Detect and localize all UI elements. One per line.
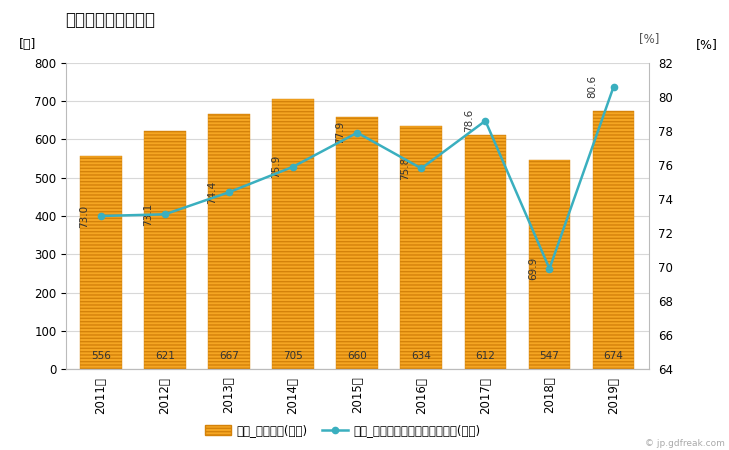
Text: 74.4: 74.4 (207, 180, 217, 204)
Text: 634: 634 (411, 351, 432, 360)
Bar (208, 114, 250, 369)
Text: 674: 674 (604, 351, 623, 360)
Text: 612: 612 (475, 351, 495, 360)
Bar (336, 117, 378, 369)
Text: [%]: [%] (639, 32, 659, 45)
Text: 556: 556 (91, 351, 111, 360)
Text: 705: 705 (284, 351, 303, 360)
Bar (144, 131, 186, 369)
Text: 75.9: 75.9 (271, 155, 281, 178)
Text: 77.9: 77.9 (335, 121, 346, 144)
Bar (273, 99, 314, 369)
Text: 73.0: 73.0 (79, 204, 89, 228)
Text: 69.9: 69.9 (528, 257, 538, 280)
Bar (464, 135, 506, 369)
Text: 73.1: 73.1 (144, 202, 153, 226)
Text: 547: 547 (539, 351, 559, 360)
Text: [%]: [%] (695, 38, 717, 51)
Bar (529, 160, 570, 369)
Text: 木造建築物数の推移: 木造建築物数の推移 (66, 11, 155, 29)
Text: [棟]: [棟] (19, 38, 36, 51)
Legend: 木造_建築物数(左軸), 木造_全建築物数にしめるシェア(右軸): 木造_建築物数(左軸), 木造_全建築物数にしめるシェア(右軸) (200, 419, 486, 442)
Text: 667: 667 (219, 351, 239, 360)
Bar (400, 126, 442, 369)
Text: © jp.gdfreak.com: © jp.gdfreak.com (645, 439, 725, 448)
Bar (80, 156, 122, 369)
Text: 80.6: 80.6 (588, 75, 598, 99)
Text: 78.6: 78.6 (464, 109, 474, 132)
Text: 75.8: 75.8 (399, 157, 410, 180)
Bar (593, 111, 634, 369)
Text: 621: 621 (155, 351, 175, 360)
Text: 660: 660 (347, 351, 367, 360)
